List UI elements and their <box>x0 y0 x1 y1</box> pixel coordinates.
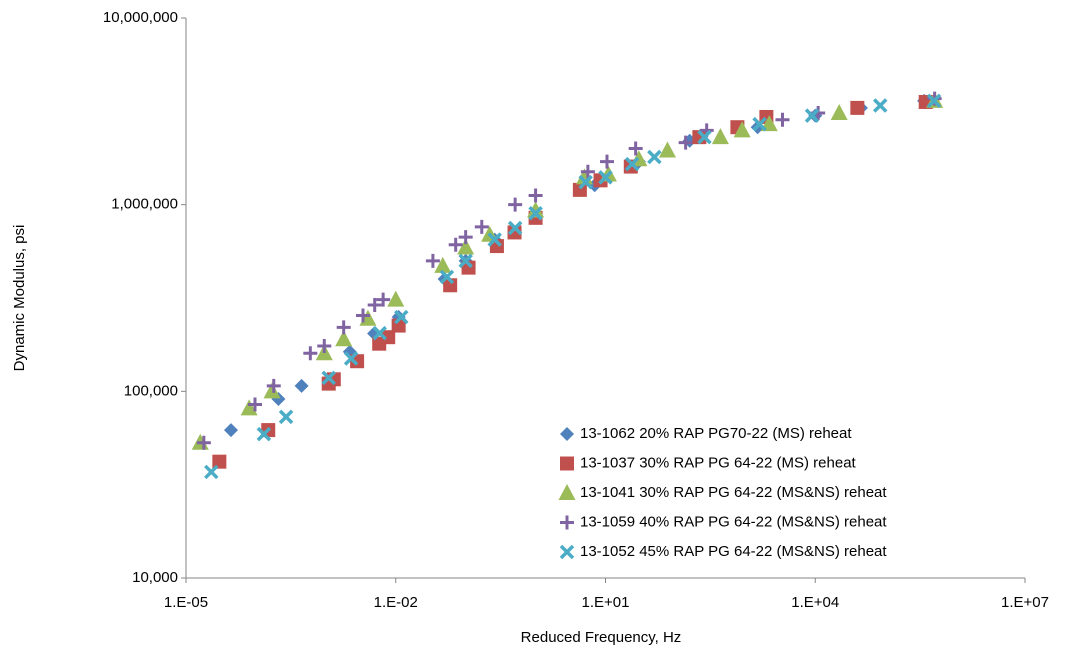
data-point <box>830 103 848 120</box>
y-axis-title: Dynamic Modulus, psi <box>11 225 28 372</box>
data-point <box>804 108 820 123</box>
data-point <box>223 423 238 438</box>
legend-label: 13-1059 40% RAP PG 64-22 (MS&NS) reheat <box>580 513 887 530</box>
data-point <box>775 112 790 127</box>
data-point <box>461 260 476 275</box>
data-point <box>658 141 676 158</box>
data-point <box>425 253 440 268</box>
data-point <box>457 238 475 255</box>
data-point <box>487 232 502 247</box>
data-point <box>678 135 693 150</box>
data-point <box>752 116 767 132</box>
data-point <box>294 378 309 393</box>
data-point <box>394 309 409 325</box>
data-point <box>204 464 219 480</box>
data-point <box>598 170 613 185</box>
data-point <box>458 230 473 245</box>
data-point <box>647 149 662 165</box>
y-tick-label: 1,000,000 <box>111 196 178 213</box>
legend-marker <box>560 427 574 441</box>
data-point <box>372 325 387 341</box>
data-point <box>508 197 523 212</box>
x-tick-label: 1.E+01 <box>582 594 630 611</box>
data-point <box>507 220 523 236</box>
data-point <box>711 128 729 145</box>
data-point <box>580 164 595 179</box>
data-point <box>256 426 272 442</box>
data-point <box>926 93 942 109</box>
y-tick-label: 100,000 <box>124 382 178 399</box>
data-point <box>624 156 640 172</box>
data-point <box>850 100 865 115</box>
legend-label: 13-1052 45% RAP PG 64-22 (MS&NS) reheat <box>580 543 887 560</box>
data-point <box>355 308 370 323</box>
data-point <box>697 129 712 145</box>
y-tick-label: 10,000,000 <box>103 9 178 26</box>
data-point <box>872 98 888 113</box>
data-point <box>367 298 382 313</box>
data-point <box>336 320 351 335</box>
y-tick-label: 10,000 <box>132 569 178 586</box>
legend-label: 13-1062 20% RAP PG70-22 (MS) reheat <box>580 425 852 442</box>
data-point <box>578 174 593 190</box>
legend-marker <box>558 484 576 500</box>
data-point <box>448 237 463 252</box>
data-point <box>278 409 294 425</box>
x-axis-title: Reduced Frequency, Hz <box>521 629 682 646</box>
legend-marker <box>560 456 574 471</box>
legend-label: 13-1041 30% RAP PG 64-22 (MS&NS) reheat <box>580 484 887 501</box>
x-tick-label: 1.E-02 <box>374 594 418 611</box>
data-point <box>527 201 545 218</box>
legend-label: 13-1037 30% RAP PG 64-22 (MS) reheat <box>580 454 857 471</box>
data-point <box>240 399 258 416</box>
data-point <box>387 290 405 307</box>
data-point <box>247 397 262 412</box>
x-tick-label: 1.E+07 <box>1001 594 1049 611</box>
data-point <box>335 330 353 347</box>
data-point <box>528 188 543 203</box>
data-point <box>474 219 489 234</box>
data-point <box>458 253 473 269</box>
legend-marker <box>559 544 575 560</box>
data-point <box>321 370 336 386</box>
data-point <box>343 351 359 366</box>
data-point <box>528 205 543 221</box>
data-point <box>317 338 332 353</box>
legend-marker <box>560 515 574 530</box>
data-point <box>733 121 751 138</box>
data-point <box>303 346 318 361</box>
data-point <box>266 378 281 393</box>
data-point <box>434 256 452 273</box>
data-point <box>381 330 396 345</box>
x-tick-label: 1.E-05 <box>164 594 208 611</box>
data-point <box>439 269 455 285</box>
data-point <box>376 292 391 307</box>
data-point <box>628 141 643 156</box>
x-tick-label: 1.E+04 <box>791 594 839 611</box>
data-point <box>263 382 281 399</box>
data-point <box>196 435 211 450</box>
data-point <box>599 154 614 169</box>
